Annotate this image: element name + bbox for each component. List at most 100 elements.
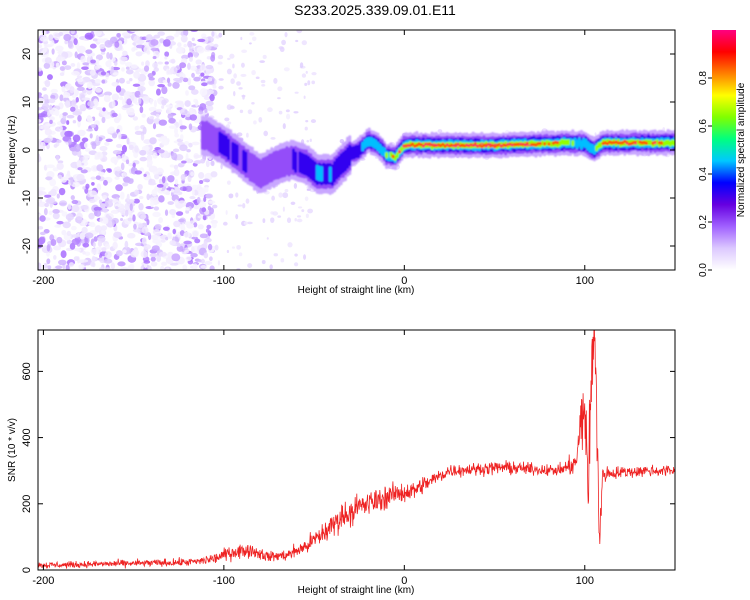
- heatmap-cell: [68, 139, 72, 145]
- heatmap-cell: [279, 46, 285, 53]
- y-tick-label: 20: [21, 48, 33, 60]
- heatmap-cell: [48, 98, 56, 104]
- heatmap-cell: [261, 259, 266, 265]
- heatmap-cell: [114, 41, 120, 48]
- heatmap-cell: [89, 43, 97, 49]
- heatmap-cell: [112, 241, 118, 250]
- heatmap-cell: [653, 142, 657, 144]
- heatmap-cell: [73, 38, 78, 46]
- heatmap-cell: [139, 88, 144, 96]
- heatmap-cell: [170, 188, 175, 193]
- heatmap-cell: [103, 114, 112, 119]
- heatmap-cell: [64, 83, 71, 89]
- heatmap-cell: [68, 262, 75, 267]
- heatmap-cell: [307, 80, 311, 86]
- heatmap-cell: [130, 251, 139, 258]
- heatmap-cell: [140, 214, 146, 220]
- heatmap-cell: [135, 51, 143, 57]
- heatmap-cell: [82, 186, 86, 190]
- heatmap-cell: [77, 167, 83, 171]
- heatmap-cell: [205, 64, 214, 70]
- heatmap-cell: [161, 99, 167, 106]
- heatmap-cell: [207, 205, 212, 211]
- heatmap-cell: [178, 218, 185, 223]
- heatmap-cell: [153, 99, 157, 108]
- heatmap-cell: [523, 143, 527, 146]
- heatmap-cell: [150, 199, 154, 208]
- heatmap-cell: [111, 209, 117, 214]
- heatmap-cell: [263, 130, 269, 137]
- heatmap-cell: [70, 225, 77, 231]
- heatmap-cell: [46, 164, 55, 169]
- heatmap-cell: [114, 169, 123, 178]
- heatmap-cell: [97, 38, 106, 44]
- heatmap-cell: [110, 199, 119, 203]
- heatmap-cell: [260, 79, 266, 84]
- heatmap-cell: [189, 195, 196, 200]
- heatmap-cell: [39, 215, 46, 222]
- heatmap-cell: [184, 100, 191, 108]
- heatmap-cell: [480, 142, 484, 145]
- heatmap-cell: [46, 111, 51, 117]
- heatmap-cell: [424, 143, 428, 146]
- heatmap-cell: [203, 196, 207, 203]
- colorbar-tick-label: 0.4: [698, 167, 709, 181]
- heatmap-cell: [72, 120, 77, 124]
- heatmap-cell: [149, 116, 155, 120]
- heatmap-cell: [137, 184, 143, 191]
- heatmap-cell: [150, 111, 158, 116]
- heatmap-cell: [152, 152, 158, 159]
- heatmap-cell: [556, 141, 560, 145]
- heatmap-cell: [73, 256, 80, 261]
- heatmap-cell: [198, 201, 207, 209]
- heatmap-cell: [115, 85, 122, 93]
- heatmap-cell: [71, 238, 80, 245]
- heatmap-cell: [193, 205, 200, 210]
- heatmap-cell: [306, 139, 310, 143]
- heatmap-cell: [99, 267, 105, 270]
- heatmap-cell: [205, 160, 210, 168]
- heatmap-cell: [200, 265, 207, 269]
- heatmap-cell: [228, 193, 234, 199]
- heatmap-cell: [71, 234, 80, 239]
- heatmap-cell: [50, 188, 57, 197]
- heatmap-cell: [497, 142, 501, 147]
- y-tick-label: 0: [21, 567, 33, 573]
- heatmap-cell: [198, 110, 204, 115]
- heatmap-cell: [190, 171, 195, 177]
- heatmap-cell: [187, 62, 191, 70]
- heatmap-cell: [310, 119, 317, 124]
- heatmap-cell: [125, 91, 133, 96]
- heatmap-cell: [78, 264, 85, 270]
- heatmap-cell: [87, 100, 96, 107]
- heatmap-cell: [83, 142, 89, 149]
- heatmap-cell: [38, 119, 42, 123]
- heatmap-cell: [54, 108, 60, 117]
- colorbar-gradient: [712, 30, 736, 270]
- heatmap-cell: [39, 231, 46, 236]
- heatmap-cell: [109, 52, 113, 60]
- heatmap-cell: [293, 111, 299, 114]
- heatmap-cell: [151, 189, 158, 197]
- heatmap-cell: [90, 248, 100, 255]
- heatmap-cell: [182, 77, 189, 83]
- heatmap-cell: [76, 159, 82, 167]
- heatmap-cell: [112, 149, 122, 155]
- heatmap-cell: [147, 265, 152, 270]
- heatmap-cell: [204, 261, 213, 265]
- heatmap-cell: [94, 225, 102, 233]
- heatmap-cell: [193, 160, 203, 164]
- heatmap-cell: [136, 44, 145, 49]
- heatmap-cell: [173, 164, 179, 170]
- heatmap-cell: [206, 224, 212, 230]
- heatmap-cell: [148, 106, 157, 112]
- heatmap-cell: [48, 116, 56, 121]
- heatmap-cell: [38, 97, 45, 105]
- heatmap-cell: [111, 133, 118, 139]
- heatmap-cell: [188, 142, 193, 148]
- heatmap-cell: [153, 34, 161, 39]
- heatmap-cell: [77, 114, 82, 122]
- heatmap-cell: [56, 220, 64, 225]
- heatmap-cell: [222, 221, 228, 226]
- heatmap-cell: [191, 37, 195, 42]
